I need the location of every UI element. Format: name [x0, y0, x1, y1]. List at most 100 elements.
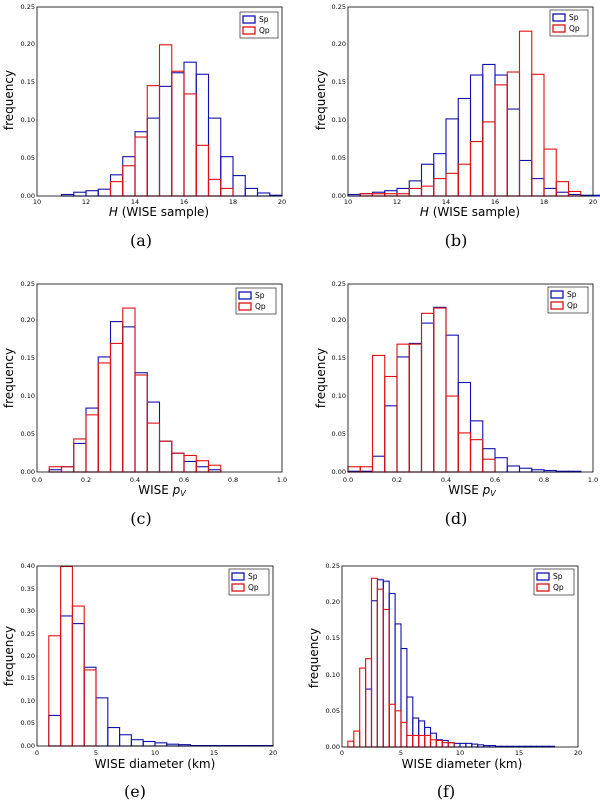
panel-label: (a)	[130, 231, 152, 250]
histogram-bar-qp	[48, 635, 62, 747]
panel-label: (e)	[124, 782, 146, 801]
x-tick-label: 20	[269, 749, 277, 757]
y-tick-labels: 0.00 0.05 0.10 0.15 0.20 0.25 0.30 0.35 …	[21, 562, 35, 750]
y-tick-label: 0.05	[21, 430, 35, 438]
histogram-bar-sp	[469, 74, 484, 197]
histogram-bar-sp	[119, 734, 132, 747]
histogram-bar-sp	[494, 74, 508, 197]
histogram-bar-qp	[183, 454, 197, 473]
histogram-bar-sp	[457, 97, 472, 197]
y-tick-label: 0.00	[21, 742, 35, 750]
histogram-bar-qp	[408, 343, 423, 473]
histogram-bar-sp	[85, 407, 99, 473]
histogram-bar-sp	[543, 187, 557, 197]
histogram-bar-sp	[107, 726, 121, 747]
plot-frame	[347, 283, 594, 473]
histogram-bar-qp	[412, 734, 420, 748]
histogram-bar-sp	[396, 187, 410, 197]
histogram-bar-sp	[171, 72, 185, 197]
y-tick-label: 0.25	[21, 280, 35, 288]
legend-swatch-qp	[231, 583, 245, 592]
histogram-bar-sp	[370, 600, 378, 748]
histogram-bar-sp	[183, 460, 197, 473]
legend-label-qp: Qp	[259, 26, 270, 35]
x-tick-label: 16	[180, 198, 188, 206]
x-axis-label: H (WISE sample)	[109, 205, 209, 219]
y-axis-label: frequency	[2, 348, 16, 408]
y-axis-label: frequency	[2, 626, 16, 686]
histogram-bar-sp	[122, 156, 136, 197]
x-tick-label: 14	[131, 198, 139, 206]
histogram-bar-sp	[531, 178, 545, 197]
legend-label-sp: Sp	[259, 15, 269, 24]
x-tick-labels: 0 5 10 15 20	[35, 749, 277, 757]
histogram-bar-qp	[376, 588, 384, 748]
x-tick-label: 0.8	[539, 476, 549, 484]
histogram-bar-sp	[384, 405, 398, 473]
histogram-bar-qp	[469, 141, 484, 197]
x-axis-label: H (WISE sample)	[420, 205, 520, 219]
y-tick-label: 0.25	[332, 3, 346, 11]
x-tick-label: 15	[210, 749, 218, 757]
x-tick-label: 14	[442, 198, 450, 206]
histogram-bar-sp	[142, 740, 156, 747]
legend: Sp Qp	[228, 568, 270, 596]
histogram-bar-qp	[183, 93, 197, 197]
histogram-bar-qp	[347, 740, 355, 748]
y-tick-label: 0.35	[21, 585, 35, 593]
panel-label: (b)	[445, 231, 468, 250]
histogram-bar-sp	[494, 457, 508, 473]
histogram-bar-sp	[146, 117, 161, 197]
histogram-bar-qp	[207, 464, 222, 473]
histogram-bar-sp	[418, 720, 426, 748]
x-tick-label: 0	[35, 749, 39, 757]
y-tick-labels: 0.00 0.05 0.10 0.15 0.20 0.25	[332, 280, 346, 476]
histogram-bar-sp	[122, 326, 136, 473]
y-tick-label: 0.05	[21, 719, 35, 727]
legend-label-sp: Sp	[255, 291, 265, 300]
histogram-bar-sp	[518, 159, 533, 197]
histogram-bar-sp	[134, 131, 148, 197]
y-tick-labels: 0.00 0.05 0.10 0.15 0.20 0.25	[326, 562, 340, 751]
histogram-bar-sp	[207, 117, 222, 197]
y-tick-label: 0.05	[332, 154, 346, 162]
histogram-bar-sp	[382, 580, 390, 748]
histogram-bar-sp	[420, 322, 435, 473]
x-tick-label: 15	[515, 749, 523, 757]
y-tick-label: 0.00	[332, 468, 346, 476]
histogram-bar-qp	[71, 605, 85, 747]
y-tick-label: 0.15	[21, 78, 35, 86]
y-tick-label: 0.00	[21, 468, 35, 476]
x-axis-label: WISE diameter (km)	[95, 757, 216, 771]
chart-panel-c: frequency 0.0 0.2 0.4 0.6 0.8 1.0 0.00 0…	[2, 280, 287, 528]
histogram-bar-qp	[158, 44, 173, 197]
histogram-bar-sp	[97, 356, 112, 473]
histogram-bar-sp	[394, 623, 402, 748]
histogram-bar-qp	[195, 144, 210, 197]
histogram-bar-sp	[220, 156, 234, 197]
legend-label-sp: Sp	[567, 290, 577, 299]
legend-swatch-qp	[238, 302, 252, 311]
plot-frame	[36, 6, 283, 197]
histogram-bars	[347, 306, 582, 473]
x-tick-label: 0.2	[81, 476, 91, 484]
legend: Sp Qp	[533, 568, 575, 596]
x-tick-labels: 0 5 10 15 20	[340, 749, 582, 757]
histogram-bar-qp	[371, 354, 386, 473]
y-tick-label: 0.10	[332, 392, 346, 400]
y-tick-label: 0.10	[21, 697, 35, 705]
y-axis-label: frequency	[307, 628, 321, 688]
histogram-bar-sp	[453, 742, 461, 748]
histogram-bar-qp	[518, 30, 533, 197]
histogram-bar-sp	[424, 726, 432, 748]
x-tick-label: 12	[82, 198, 90, 206]
legend-swatch-sp	[550, 290, 564, 299]
y-tick-label: 0.15	[21, 354, 35, 362]
x-tick-label: 1.0	[277, 476, 287, 484]
x-tick-label: 5	[399, 749, 403, 757]
y-tick-label: 0.40	[21, 562, 35, 570]
histogram-bar-qp	[207, 178, 222, 197]
histogram-bar-qp	[429, 739, 437, 748]
histogram-bar-qp	[122, 307, 136, 473]
